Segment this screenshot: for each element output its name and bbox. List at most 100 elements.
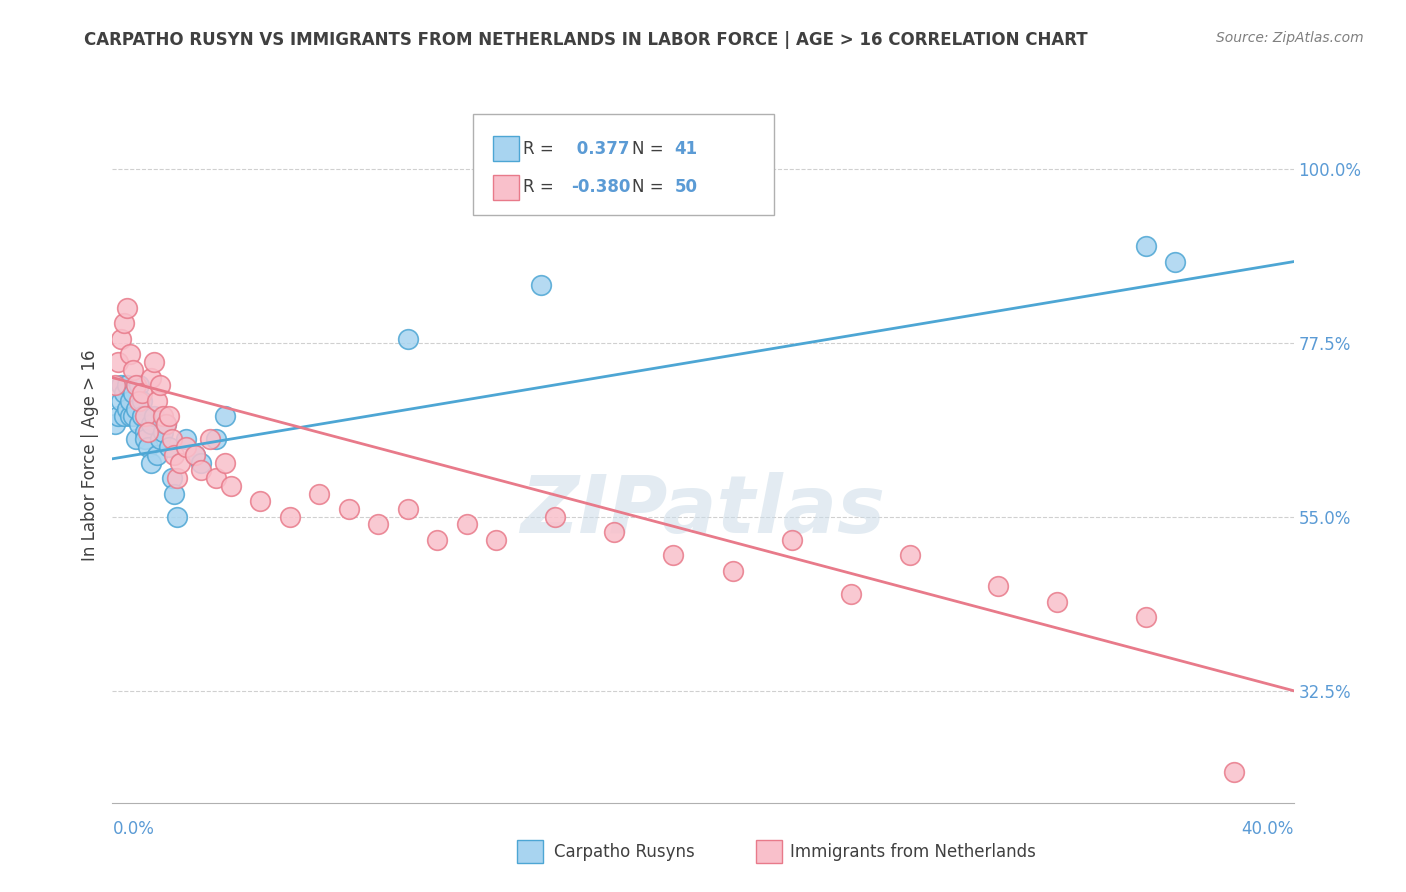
Point	[396, 502, 419, 516]
Point	[214, 456, 236, 470]
Point	[898, 549, 921, 563]
Point	[142, 355, 165, 369]
Point	[139, 370, 162, 384]
Point	[780, 533, 803, 547]
Text: R =: R =	[523, 140, 560, 158]
Point	[157, 440, 180, 454]
Point	[134, 409, 156, 424]
Point	[544, 509, 567, 524]
Point	[1046, 595, 1069, 609]
Point	[120, 409, 142, 424]
Text: Carpatho Rusyns: Carpatho Rusyns	[554, 843, 695, 861]
Point	[120, 393, 142, 408]
Point	[1164, 254, 1187, 268]
Text: 0.377: 0.377	[571, 140, 630, 158]
Point	[205, 471, 228, 485]
Point	[184, 448, 207, 462]
Point	[136, 440, 159, 454]
Point	[169, 456, 191, 470]
Point	[1223, 764, 1246, 779]
Point	[426, 533, 449, 547]
Text: Immigrants from Netherlands: Immigrants from Netherlands	[790, 843, 1036, 861]
Text: N =: N =	[633, 140, 669, 158]
Point	[174, 440, 197, 454]
Point	[142, 409, 165, 424]
Point	[1135, 239, 1157, 253]
FancyBboxPatch shape	[517, 840, 543, 863]
Text: -0.380: -0.380	[571, 178, 630, 196]
Point	[131, 393, 153, 408]
Point	[152, 425, 174, 439]
Point	[131, 409, 153, 424]
FancyBboxPatch shape	[756, 840, 782, 863]
Point	[529, 277, 551, 292]
Point	[149, 433, 172, 447]
Point	[112, 317, 135, 331]
Point	[278, 509, 301, 524]
Text: Source: ZipAtlas.com: Source: ZipAtlas.com	[1216, 31, 1364, 45]
Point	[155, 417, 177, 431]
Point	[190, 456, 212, 470]
Point	[134, 433, 156, 447]
Point	[662, 549, 685, 563]
Text: 41: 41	[675, 140, 697, 158]
Point	[134, 425, 156, 439]
Text: ZIPatlas: ZIPatlas	[520, 472, 886, 549]
Point	[184, 448, 207, 462]
Point	[117, 301, 138, 315]
Point	[104, 378, 127, 392]
Point	[198, 433, 221, 447]
Point	[987, 579, 1010, 593]
Point	[146, 393, 169, 408]
Point	[149, 378, 172, 392]
Point	[1135, 610, 1157, 624]
Point	[190, 463, 212, 477]
Point	[337, 502, 360, 516]
Point	[112, 386, 135, 401]
Point	[839, 587, 862, 601]
Point	[120, 347, 142, 361]
Point	[104, 417, 127, 431]
Point	[152, 409, 174, 424]
FancyBboxPatch shape	[492, 175, 519, 200]
Point	[122, 409, 145, 424]
Text: 0.0%: 0.0%	[112, 820, 155, 838]
Point	[122, 363, 145, 377]
Point	[396, 332, 419, 346]
Text: R =: R =	[523, 178, 560, 196]
Point	[174, 433, 197, 447]
Point	[136, 425, 159, 439]
Y-axis label: In Labor Force | Age > 16: In Labor Force | Age > 16	[80, 349, 98, 561]
Point	[125, 378, 148, 392]
Text: 40.0%: 40.0%	[1241, 820, 1294, 838]
Point	[117, 378, 138, 392]
Point	[125, 401, 148, 416]
Point	[485, 533, 508, 547]
Text: 50: 50	[675, 178, 697, 196]
Text: N =: N =	[633, 178, 669, 196]
Point	[128, 393, 150, 408]
FancyBboxPatch shape	[492, 136, 519, 161]
Point	[107, 409, 129, 424]
Point	[163, 448, 186, 462]
Point	[163, 486, 186, 500]
Point	[110, 393, 132, 408]
Text: CARPATHO RUSYN VS IMMIGRANTS FROM NETHERLANDS IN LABOR FORCE | AGE > 16 CORRELAT: CARPATHO RUSYN VS IMMIGRANTS FROM NETHER…	[84, 31, 1088, 49]
Point	[166, 471, 188, 485]
Point	[205, 433, 228, 447]
Point	[308, 486, 330, 500]
Point	[128, 417, 150, 431]
Point	[107, 355, 129, 369]
Point	[603, 525, 626, 540]
Point	[112, 409, 135, 424]
Point	[166, 509, 188, 524]
Point	[139, 417, 162, 431]
Point	[139, 456, 162, 470]
Point	[122, 386, 145, 401]
Point	[249, 494, 271, 508]
Point	[160, 471, 183, 485]
Point	[160, 433, 183, 447]
Point	[214, 409, 236, 424]
Point	[128, 378, 150, 392]
Point	[110, 378, 132, 392]
